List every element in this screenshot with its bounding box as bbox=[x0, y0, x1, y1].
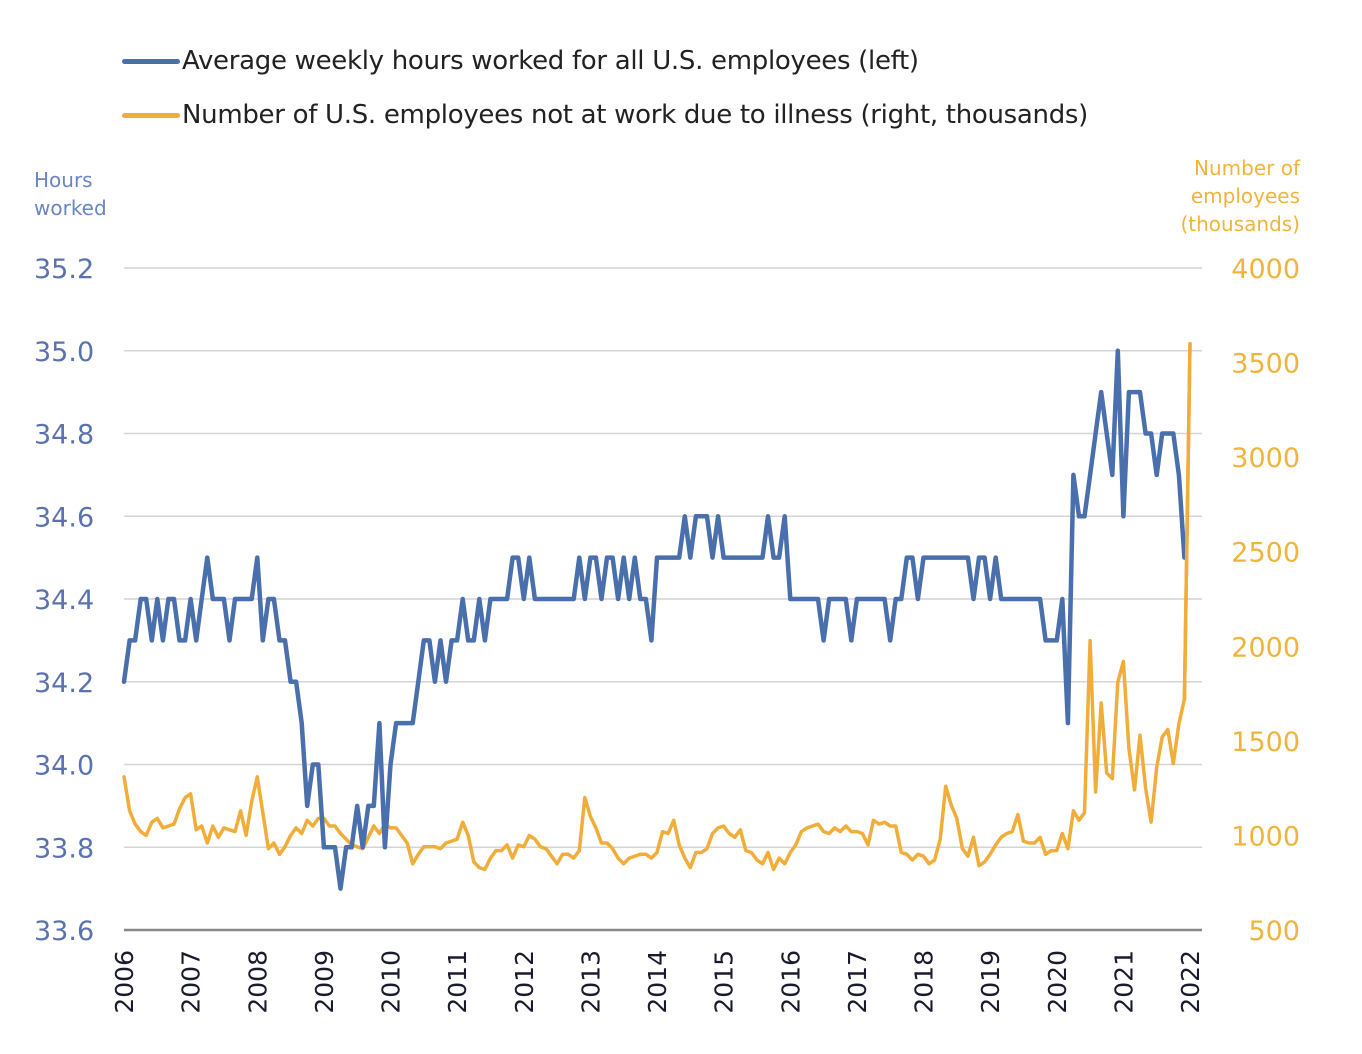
left-axis-title: Hours worked bbox=[34, 166, 107, 222]
left-tick-label: 33.8 bbox=[34, 833, 94, 864]
gridlines bbox=[124, 267, 1202, 932]
legend-item-hours[interactable]: Average weekly hours worked for all U.S.… bbox=[122, 34, 1088, 88]
legend-swatch-hours bbox=[122, 58, 180, 64]
right-axis-title-line-2: employees bbox=[1190, 184, 1300, 208]
left-axis-title-line-2: worked bbox=[34, 196, 107, 220]
x-tick-label: 2021 bbox=[1109, 950, 1138, 1014]
legend-swatch-illness bbox=[122, 112, 180, 118]
left-tick-label: 34.8 bbox=[34, 420, 94, 451]
right-tick-label: 2000 bbox=[1231, 632, 1300, 663]
right-tick-label: 1500 bbox=[1231, 727, 1300, 758]
right-axis-title: Number of employees (thousands) bbox=[1180, 154, 1300, 238]
left-tick-label: 34.2 bbox=[34, 668, 94, 699]
left-tick-label: 34.4 bbox=[34, 585, 94, 616]
right-tick-label: 3500 bbox=[1231, 349, 1300, 380]
x-tick-label: 2009 bbox=[310, 950, 339, 1014]
x-axis-ticks: 2006 2007 2008 2009 2010 2011 2012 2013 2014 2015… bbox=[110, 950, 1205, 1014]
x-tick-label: 2014 bbox=[643, 950, 672, 1014]
left-axis-ticks: 35.2 35.0 34.8 34.6 34.4 34.2 34.0 33.8 33.6 bbox=[34, 254, 94, 947]
legend: Average weekly hours worked for all U.S.… bbox=[122, 34, 1088, 142]
left-tick-label: 34.6 bbox=[34, 502, 94, 533]
series-line-illness-final-spike bbox=[1182, 341, 1192, 701]
x-tick-label: 2018 bbox=[910, 950, 939, 1014]
legend-label-hours: Average weekly hours worked for all U.S.… bbox=[182, 46, 919, 76]
right-axis-ticks: 4000 3500 3000 2500 2000 1500 1000 500 bbox=[1231, 254, 1300, 947]
series-line-illness-absences bbox=[122, 341, 1192, 872]
series-group bbox=[121, 341, 1192, 891]
x-tick-label: 2020 bbox=[1043, 950, 1072, 1014]
right-axis-title-line-1: Number of bbox=[1194, 156, 1300, 180]
right-tick-label: 4000 bbox=[1231, 254, 1300, 285]
right-tick-label: 2500 bbox=[1231, 538, 1300, 569]
x-tick-label: 2022 bbox=[1176, 950, 1205, 1014]
x-tick-label: 2010 bbox=[377, 950, 406, 1014]
x-tick-label: 2006 bbox=[110, 950, 139, 1014]
left-tick-label: 33.6 bbox=[34, 916, 94, 947]
legend-item-illness[interactable]: Number of U.S. employees not at work due… bbox=[122, 88, 1088, 142]
x-tick-label: 2016 bbox=[776, 950, 805, 1014]
x-tick-label: 2013 bbox=[576, 950, 605, 1014]
x-tick-label: 2007 bbox=[177, 950, 206, 1014]
series-line-hours-worked bbox=[121, 348, 1187, 891]
left-axis-title-line-1: Hours bbox=[34, 168, 93, 192]
left-tick-label: 35.2 bbox=[34, 254, 94, 285]
legend-label-illness: Number of U.S. employees not at work due… bbox=[182, 100, 1089, 130]
x-tick-label: 2019 bbox=[976, 950, 1005, 1014]
x-tick-label: 2017 bbox=[843, 950, 872, 1014]
left-tick-label: 34.0 bbox=[34, 751, 94, 782]
x-tick-label: 2015 bbox=[710, 950, 739, 1014]
right-tick-label: 1000 bbox=[1231, 821, 1300, 852]
right-tick-label: 500 bbox=[1248, 916, 1300, 947]
right-axis-title-line-3: (thousands) bbox=[1180, 212, 1300, 236]
left-tick-label: 35.0 bbox=[34, 337, 94, 368]
right-tick-label: 3000 bbox=[1231, 443, 1300, 474]
x-tick-label: 2012 bbox=[510, 950, 539, 1014]
x-tick-label: 2011 bbox=[443, 950, 472, 1014]
x-tick-label: 2008 bbox=[243, 950, 272, 1014]
